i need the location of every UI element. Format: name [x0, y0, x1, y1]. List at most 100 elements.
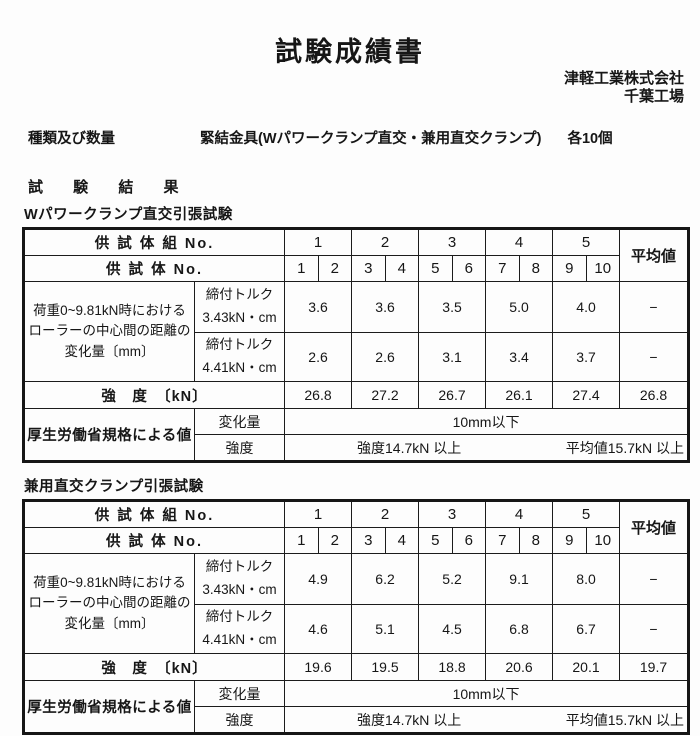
group-no-cell: 3 [418, 500, 487, 528]
measure-line: ローラーの中心間の距離の [28, 595, 191, 611]
ministry-standard-label: 厚生労働省規格による値 [23, 408, 195, 462]
test-results-heading: 試 験 結 果 [28, 179, 192, 196]
specimen-no-cell: 3 [351, 527, 386, 554]
value-cell: 6.7 [552, 604, 621, 654]
specimen-no-cell: 8 [518, 255, 554, 282]
strength-requirement-cell: 強度14.7kN 以上 平均値15.7kN 以上 [284, 706, 690, 734]
torque1-label: 締付トルク 3.43kN・cm [193, 281, 286, 333]
standard-change-row: 厚生労働省規格による値 変化量 10mm以下 [23, 680, 690, 734]
measure-line: 変化量〔mm〕 [64, 343, 155, 359]
strength-value-cell: 18.8 [418, 653, 487, 681]
group-no-row: 供 試 体 組 No. 1 2 3 4 5 平均値 [22, 500, 690, 554]
torque-value-line: 3.43kN・cm [202, 310, 277, 325]
group-no-cell: 5 [552, 228, 621, 256]
strength-label: 強 度 〔kN〕 [22, 653, 286, 681]
torque2-row: 締付トルク 4.41kN・cm 4.6 5.1 4.5 6.8 6.7 − [24, 604, 690, 654]
specimen-no-cell: 6 [451, 527, 487, 554]
specimen-no-cell: 7 [485, 255, 520, 282]
company-block: 津軽工業株式会社 千葉工場 [564, 70, 684, 106]
strength-value-cell: 26.8 [284, 381, 353, 409]
specimen-no-cell: 10 [585, 527, 621, 554]
strength-row: 強 度 〔kN〕 26.8 27.2 26.7 26.1 27.4 26.8 [22, 381, 690, 409]
change-label: 変化量 [193, 680, 286, 707]
specimen-no-cell: 5 [418, 527, 453, 554]
strength-value-cell: 19.6 [284, 653, 353, 681]
average-value-cell: − [619, 332, 690, 382]
torque-label-line: 締付トルク [205, 337, 274, 353]
measure-line: 荷重0~9.81kN時における [33, 575, 186, 591]
company-name: 津軽工業株式会社 [563, 70, 684, 87]
torque-value-line: 4.41kN・cm [202, 360, 277, 375]
group-no-cell: 3 [418, 228, 487, 256]
specimen-no-cell: 4 [384, 255, 420, 282]
specimen-no-cell: 5 [418, 255, 453, 282]
torque-label-line: 締付トルク [205, 609, 274, 625]
kind-value: 緊結金具(Wパワークランプ直交・兼用直交クランプ) [200, 131, 542, 147]
strength-average-cell: 26.8 [619, 381, 690, 409]
standard-change-row: 厚生労働省規格による値 変化量 10mm以下 [23, 408, 690, 462]
change-label: 変化量 [193, 408, 286, 435]
value-cell: 5.2 [418, 553, 487, 605]
standard-strength-row: 強度 強度14.7kN 以上 平均値15.7kN 以上 [24, 434, 690, 462]
specimen-no-cell: 6 [451, 255, 487, 282]
average-value-cell: − [619, 553, 690, 605]
measurement-description: 荷重0~9.81kN時における ローラーの中心間の距離の 変化量〔mm〕 [23, 553, 195, 654]
torque1-row: 荷重0~9.81kN時における ローラーの中心間の距離の 変化量〔mm〕 締付ト… [23, 281, 690, 382]
measure-line: 変化量〔mm〕 [64, 615, 155, 631]
torque1-row: 荷重0~9.81kN時における ローラーの中心間の距離の 変化量〔mm〕 締付ト… [23, 553, 690, 654]
specimen-no-cell: 3 [351, 255, 386, 282]
strength-short-label: 強度 [193, 434, 286, 462]
specimen-no-cell: 7 [485, 527, 520, 554]
specimen-no-cell: 9 [552, 255, 587, 282]
value-cell: 5.1 [351, 604, 420, 654]
value-cell: 3.4 [485, 332, 554, 382]
strength-value-cell: 20.1 [552, 653, 621, 681]
torque-value-line: 3.43kN・cm [202, 582, 277, 597]
strength-requirement-cell: 強度14.7kN 以上 平均値15.7kN 以上 [284, 434, 690, 462]
torque-value-line: 4.41kN・cm [202, 632, 277, 647]
torque-label-line: 締付トルク [205, 559, 274, 575]
group-no-cell: 1 [284, 228, 353, 256]
group-no-row: 供 試 体 組 No. 1 2 3 4 5 平均値 [22, 228, 690, 282]
strength-value-cell: 27.2 [351, 381, 420, 409]
average-value-cell: − [619, 281, 690, 333]
group-no-cell: 2 [351, 500, 420, 528]
average-requirement: 平均値15.7kN 以上 [565, 711, 685, 728]
test-results-table: 供 試 体 組 No. 1 2 3 4 5 平均値 供 試 体 No. 1 2 … [22, 227, 691, 463]
specimen-no-cell: 1 [284, 527, 319, 554]
strength-short-label: 強度 [193, 706, 286, 734]
value-cell: 6.2 [351, 553, 420, 605]
specimen-no-row: 供 試 体 No. 1 2 3 4 5 6 7 8 9 10 [22, 255, 689, 282]
test-section-w-power-clamp: Wパワークランプ直交引張試験 供 試 体 組 No. 1 2 3 4 5 平均値… [22, 203, 691, 463]
value-cell: 8.0 [552, 553, 621, 605]
value-cell: 2.6 [284, 332, 353, 382]
specimen-no-cell: 9 [552, 527, 587, 554]
value-cell: 4.6 [284, 604, 353, 654]
strength-row: 強 度 〔kN〕 19.6 19.5 18.8 20.6 20.1 19.7 [22, 653, 690, 681]
strength-requirement: 強度14.7kN 以上 [357, 711, 462, 728]
group-no-cell: 4 [485, 500, 554, 528]
factory-name: 千葉工場 [623, 88, 684, 105]
specimen-row-label: 供 試 体 No. [22, 255, 286, 282]
group-no-cell: 4 [485, 228, 554, 256]
value-cell: 4.9 [284, 553, 353, 605]
specimen-no-cell: 10 [585, 255, 621, 282]
kind-label: 種類及び数量 [28, 131, 115, 147]
value-cell: 2.6 [351, 332, 420, 382]
kind-and-quantity-row: 種類及び数量 緊結金具(Wパワークランプ直交・兼用直交クランプ) 各10個 [28, 127, 688, 148]
torque1-label: 締付トルク 3.43kN・cm [193, 553, 286, 605]
table-title: 兼用直交クランプ引張試験 [24, 479, 204, 495]
value-cell: 3.6 [284, 281, 353, 333]
strength-value-cell: 26.7 [418, 381, 487, 409]
specimen-no-cell: 4 [384, 527, 420, 554]
group-no-cell: 5 [552, 500, 621, 528]
value-cell: 3.5 [418, 281, 487, 333]
test-results-table: 供 試 体 組 No. 1 2 3 4 5 平均値 供 試 体 No. 1 2 … [22, 499, 691, 735]
specimen-no-cell: 2 [317, 255, 353, 282]
average-requirement: 平均値15.7kN 以上 [565, 439, 685, 456]
change-requirement: 10mm以下 [284, 680, 690, 707]
average-header: 平均値 [619, 500, 690, 554]
value-cell: 4.5 [418, 604, 487, 654]
table-title: Wパワークランプ直交引張試験 [24, 207, 233, 223]
